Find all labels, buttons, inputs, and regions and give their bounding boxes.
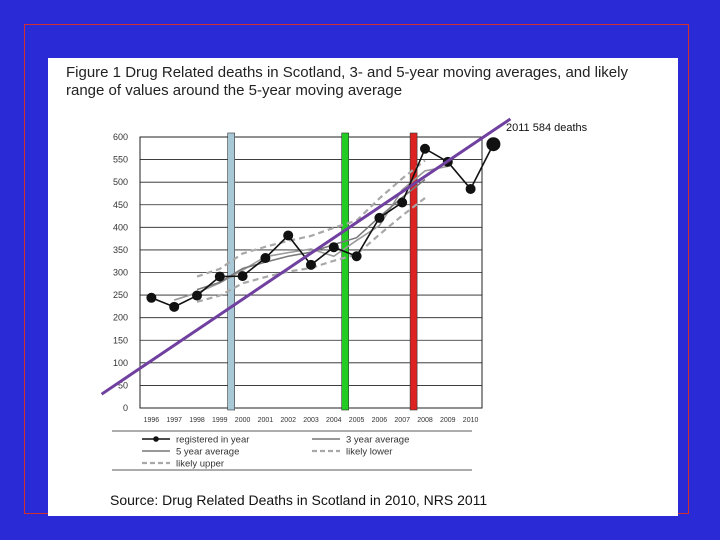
data-point-2001 [260, 253, 271, 264]
source-note: Source: Drug Related Deaths in Scotland … [110, 492, 488, 508]
legend-label-likely-upper: likely upper [176, 459, 224, 470]
legend-label-registered-in-year: registered in year [176, 435, 249, 446]
data-point-1998 [192, 290, 202, 301]
y-tick-label: 600 [113, 132, 128, 142]
y-tick-label: 0 [123, 403, 128, 413]
x-tick-label: 2003 [303, 417, 319, 424]
x-tick-label: 2007 [394, 417, 410, 424]
x-tick-label: 2006 [372, 417, 388, 424]
x-tick-label: 1999 [212, 417, 228, 424]
series-line-likely-upper [196, 159, 426, 278]
data-point-2005 [351, 251, 362, 262]
data-point-1996 [146, 292, 157, 303]
x-tick-label: 1998 [189, 417, 205, 424]
data-point-1997 [169, 301, 180, 312]
legend-label-5-year-average: 5 year average [176, 447, 239, 458]
y-tick-label: 350 [113, 245, 128, 255]
x-tick-label: 1997 [166, 417, 182, 424]
y-tick-label: 200 [113, 313, 128, 323]
y-tick-label: 250 [113, 290, 128, 300]
data-point-2008 [420, 143, 430, 154]
x-tick-label: 2002 [280, 417, 296, 424]
data-point-2002 [283, 230, 294, 241]
data-point-1999 [214, 271, 225, 282]
highlight-band-3 [409, 132, 418, 411]
highlight-band-2 [341, 132, 350, 411]
data-point-2010 [465, 183, 476, 194]
x-tick-label: 2001 [258, 417, 274, 424]
x-tick-label: 2005 [349, 417, 365, 424]
x-tick-label: 2008 [417, 417, 433, 424]
x-tick-label: 2010 [463, 417, 479, 424]
data-point-2000 [237, 271, 248, 282]
x-tick-label: 2004 [326, 417, 342, 424]
data-point-2004 [328, 242, 339, 253]
y-tick-label: 150 [113, 335, 128, 345]
y-tick-label: 300 [113, 268, 128, 278]
legend-label-3-year-average: 3 year average [346, 435, 409, 446]
y-tick-label: 450 [113, 200, 128, 210]
y-tick-label: 500 [113, 177, 128, 187]
trend-line [100, 117, 512, 396]
y-tick-label: 400 [113, 222, 128, 232]
data-point-2006 [374, 212, 385, 223]
legend-marker [153, 436, 159, 442]
data-point-2011 [486, 137, 501, 152]
y-tick-label: 100 [113, 358, 128, 368]
annotation-2011: 2011 584 deaths [506, 122, 588, 134]
legend-label-likely-lower: likely lower [346, 447, 392, 458]
figure-title: Figure 1 Drug Related deaths in Scotland… [66, 64, 628, 99]
y-tick-label: 50 [118, 380, 128, 390]
highlight-band-1 [227, 132, 235, 411]
x-tick-label: 2000 [235, 417, 251, 424]
y-tick-label: 550 [113, 155, 128, 165]
series-line-likely-lower [196, 197, 426, 303]
data-point-2007 [397, 197, 408, 208]
x-tick-label: 1996 [144, 417, 160, 424]
series-line-registered-in-year [151, 143, 495, 308]
x-tick-label: 2009 [440, 417, 456, 424]
data-point-2003 [306, 259, 316, 270]
